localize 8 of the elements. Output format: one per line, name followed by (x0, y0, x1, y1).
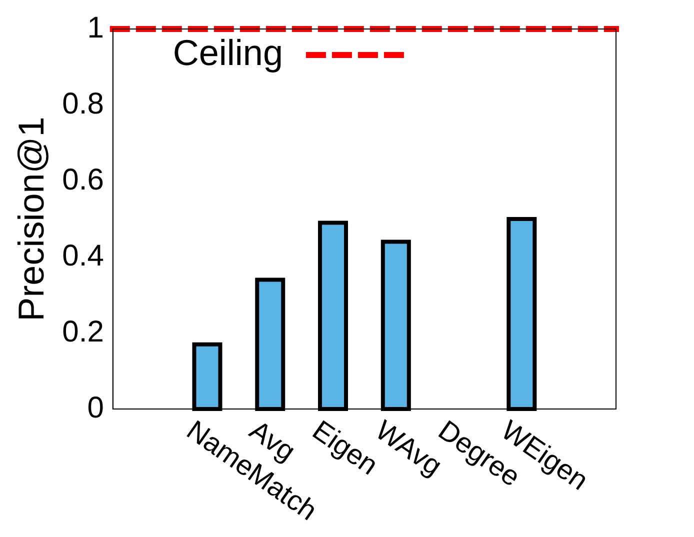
y-tick-label: 0.4 (62, 239, 104, 272)
y-tick-label: 1 (87, 11, 104, 44)
y-tick-label: 0.6 (62, 163, 104, 196)
y-tick-label: 0.2 (62, 315, 104, 348)
y-tick-label: 0 (87, 391, 104, 424)
y-tick-label: 0.8 (62, 87, 104, 120)
y-axis-title: Precision@1 (10, 116, 52, 322)
ref-line-label: Ceiling (172, 32, 283, 73)
